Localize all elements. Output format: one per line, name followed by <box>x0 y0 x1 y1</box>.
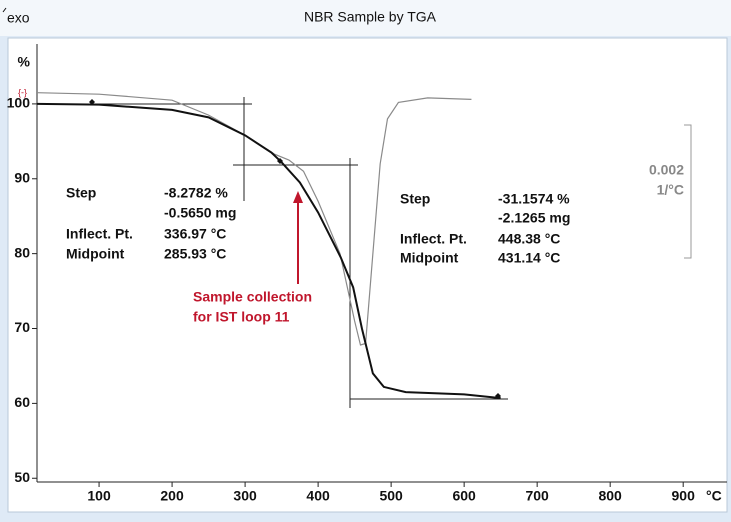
chart-title: NBR Sample by TGA <box>304 9 437 25</box>
x-tick-label: 700 <box>525 488 549 504</box>
curve-icon: {-} <box>18 87 27 97</box>
y-unit: % <box>18 54 31 70</box>
annotation-arrowhead <box>293 191 303 203</box>
x-tick-label: 900 <box>672 488 696 504</box>
inflection-label: Inflect. Pt. <box>400 231 467 247</box>
x-tick-label: 200 <box>160 488 184 504</box>
exo-caret <box>2 7 7 13</box>
data-line <box>36 92 472 346</box>
step-label: Step <box>400 191 430 207</box>
scale-bar <box>684 124 692 259</box>
annotation-text: for IST loop 11 <box>193 309 290 325</box>
midpoint-value: 285.93 °C <box>164 246 226 262</box>
y-tick-label: 60 <box>14 394 30 410</box>
y-tick-label: 80 <box>14 244 30 260</box>
step-lines <box>75 97 508 408</box>
y-tick-label: 70 <box>14 319 30 335</box>
midpoint-label: Midpoint <box>400 250 459 266</box>
plot-area <box>7 37 728 513</box>
midpoint-value: 431.14 °C <box>498 250 560 266</box>
mass-value: -2.1265 mg <box>498 210 570 226</box>
x-tick-label: 300 <box>233 488 257 504</box>
exo-label: exo <box>7 10 30 26</box>
midpoint-label: Midpoint <box>66 246 125 262</box>
x-tick-label: 100 <box>87 488 111 504</box>
x-unit: °C <box>706 488 722 504</box>
x-tick-label: 800 <box>598 488 622 504</box>
x-tick-label: 500 <box>379 488 403 504</box>
inflection-label: Inflect. Pt. <box>66 226 133 242</box>
step-value: -31.1574 % <box>498 191 570 207</box>
annotation-text: Sample collection <box>193 289 312 305</box>
scale-unit: 1/°C <box>657 182 684 198</box>
mass-value: -0.5650 mg <box>164 205 236 221</box>
x-tick-label: 600 <box>452 488 476 504</box>
step-label: Step <box>66 185 96 201</box>
y-tick-label: 100 <box>7 95 31 111</box>
step-value: -8.2782 % <box>164 185 228 201</box>
y-tick-label: 90 <box>14 169 30 185</box>
scale-value: 0.002 <box>649 162 684 178</box>
y-tick-label: 50 <box>14 469 30 485</box>
x-tick-label: 400 <box>306 488 330 504</box>
inflection-value: 448.38 °C <box>498 231 560 247</box>
header <box>0 0 731 36</box>
data-line <box>36 102 501 400</box>
inflection-value: 336.97 °C <box>164 226 226 242</box>
